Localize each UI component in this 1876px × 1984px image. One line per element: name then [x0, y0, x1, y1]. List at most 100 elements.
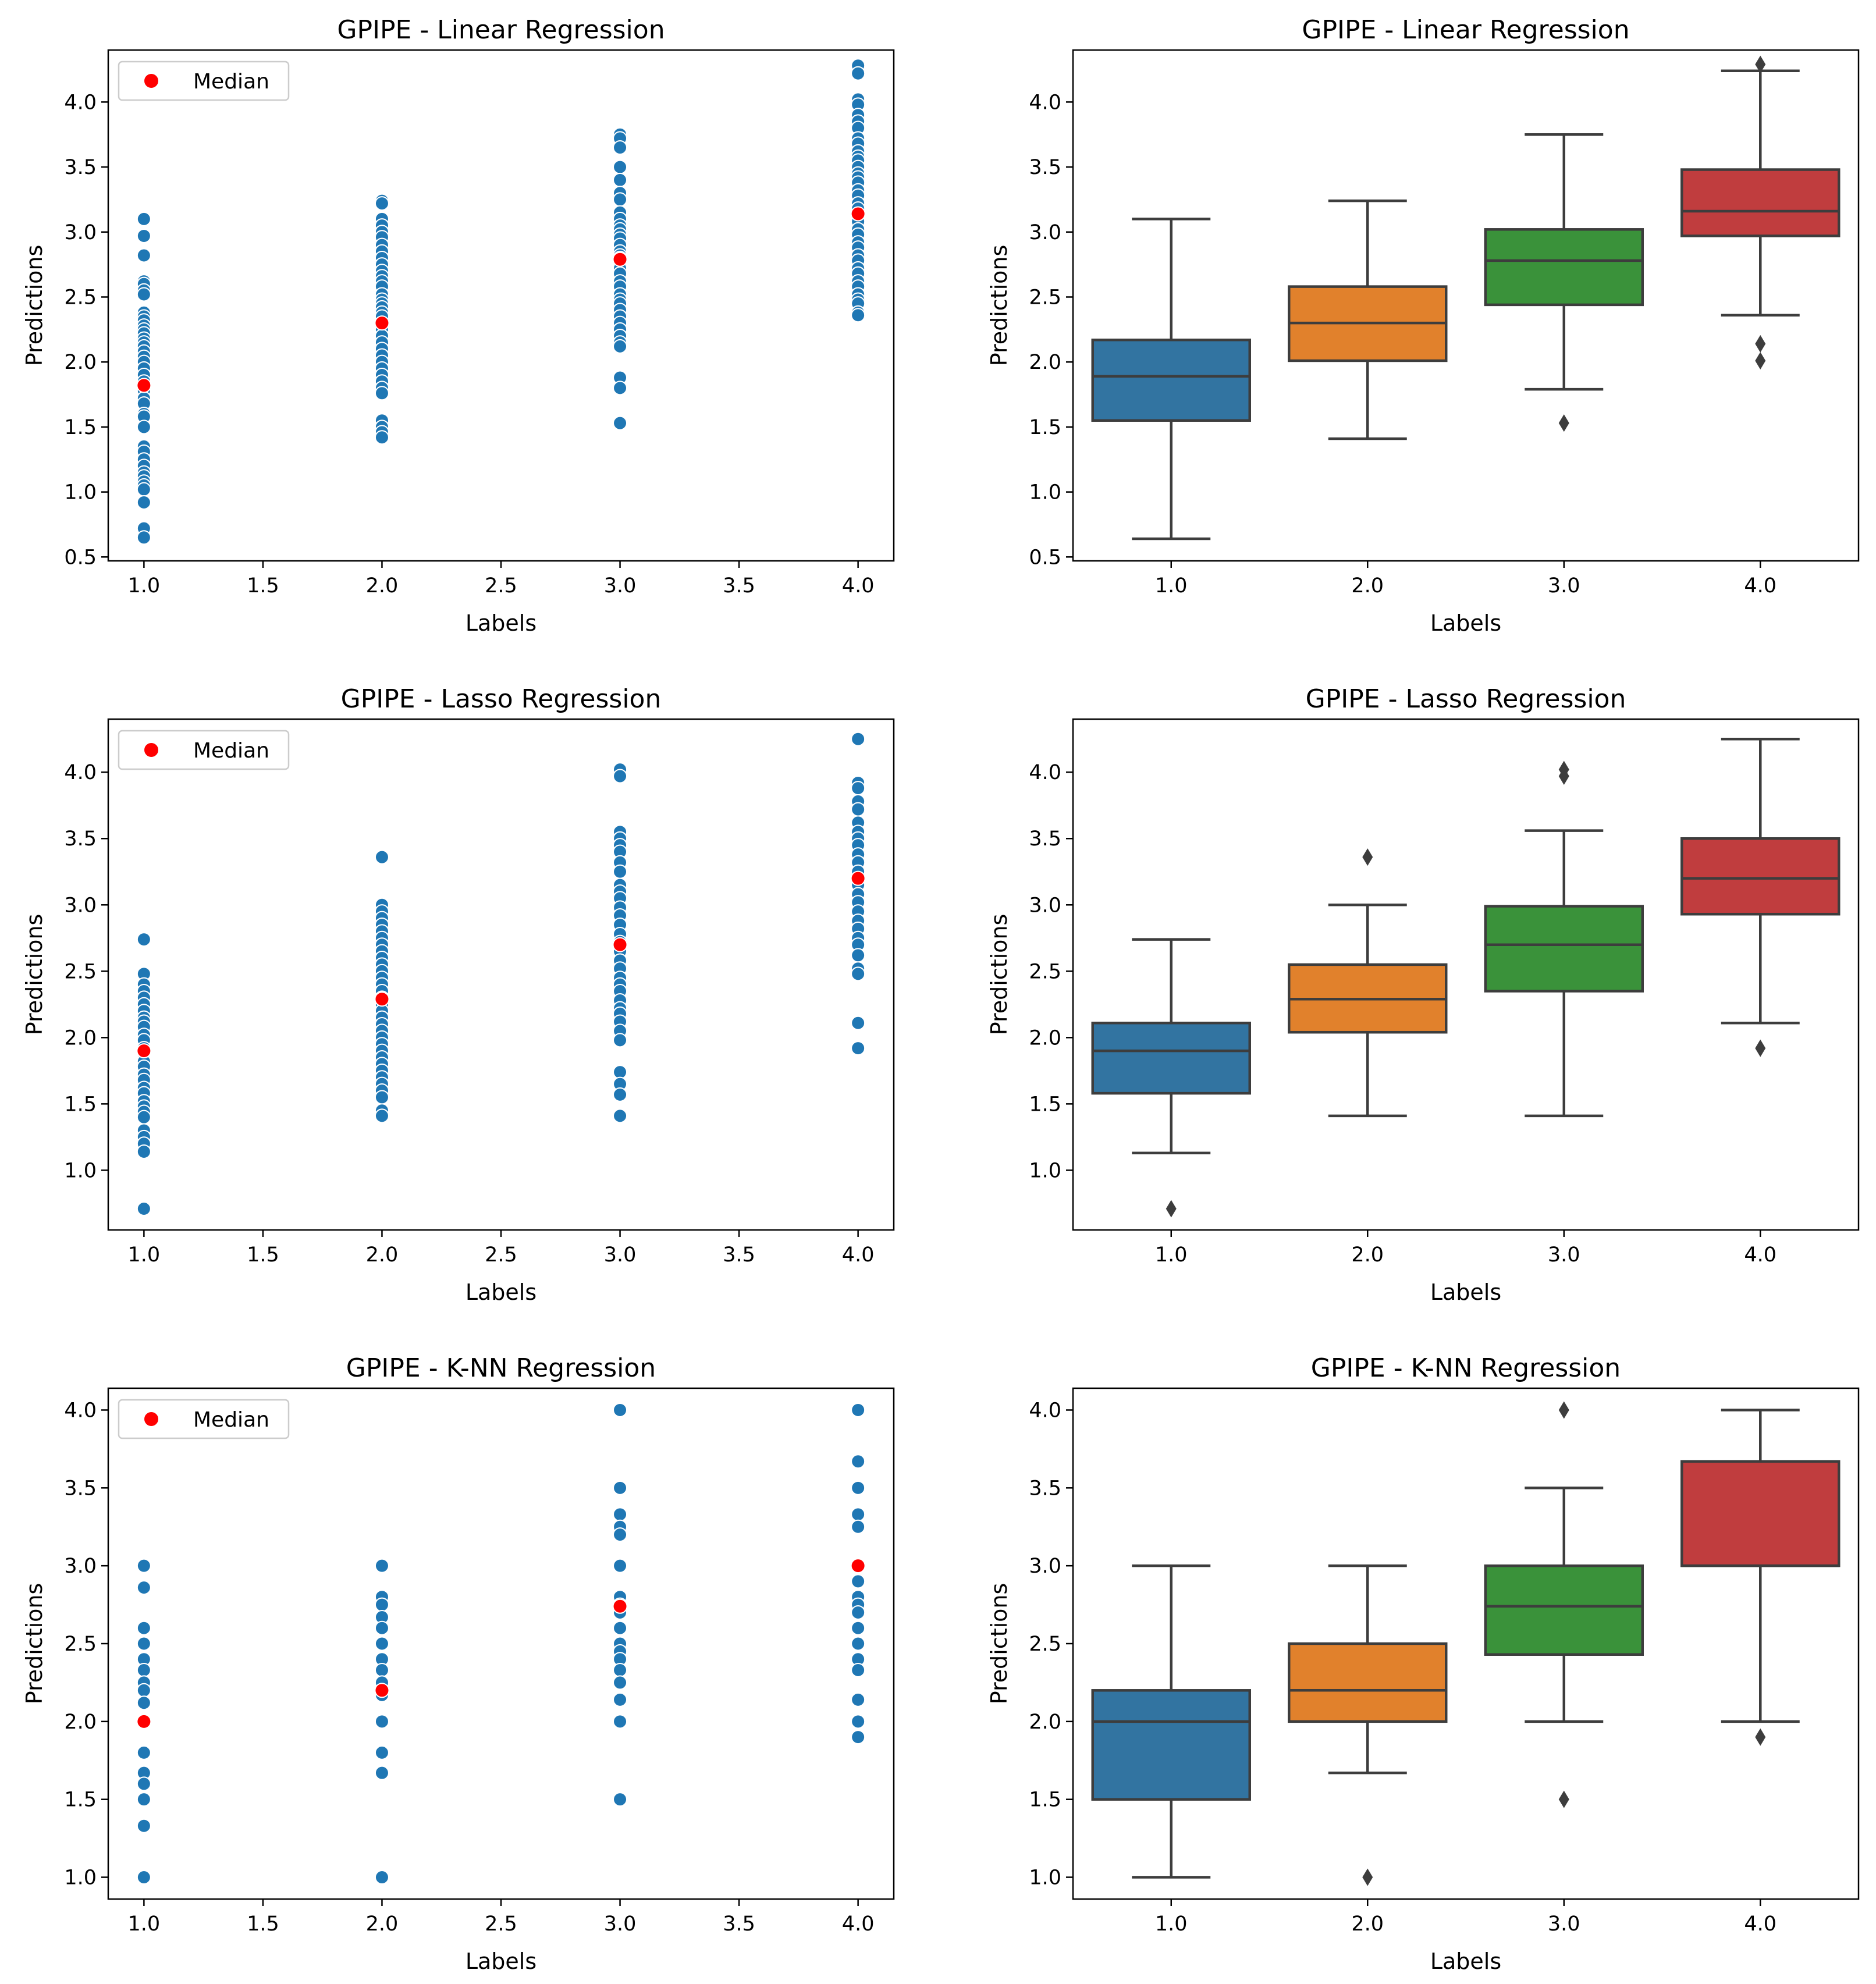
data-point — [851, 1519, 866, 1534]
data-point — [613, 415, 628, 431]
data-point — [136, 495, 151, 510]
data-point — [136, 530, 151, 545]
axes-frame — [107, 49, 895, 562]
axes-frame — [1072, 718, 1860, 1231]
box-outlier — [1755, 1039, 1766, 1057]
y-tick-label: 2.5 — [64, 286, 97, 309]
data-point — [374, 430, 389, 445]
data-point — [613, 1663, 628, 1678]
x-tick-label: 2.0 — [366, 1243, 399, 1267]
x-tick-label: 2.5 — [485, 1243, 517, 1267]
data-point — [136, 1110, 151, 1125]
data-point — [851, 781, 866, 796]
y-tick-label: 1.5 — [1029, 1093, 1061, 1116]
y-tick-label: 3.5 — [64, 1477, 97, 1500]
y-tick-label: 0.5 — [64, 546, 97, 569]
x-axis-label: Labels — [466, 610, 536, 636]
data-point — [851, 731, 866, 746]
data-point — [851, 308, 866, 323]
x-tick-label: 1.0 — [128, 1912, 161, 1936]
median-point — [850, 1558, 866, 1574]
data-point — [851, 1507, 866, 1522]
y-tick-label: 4.0 — [1029, 91, 1061, 114]
chart-title: GPIPE - Lasso Regression — [341, 684, 662, 714]
y-tick-label: 1.5 — [1029, 416, 1061, 439]
data-point — [851, 1402, 866, 1417]
median-point — [136, 378, 152, 393]
y-tick-label: 3.0 — [1029, 894, 1061, 917]
y-tick-label: 1.0 — [1029, 1159, 1061, 1182]
box-outlier — [1166, 1200, 1177, 1218]
y-axis-label: Predictions — [986, 914, 1012, 1036]
y-tick-label: 0.5 — [1029, 546, 1061, 569]
data-point — [851, 948, 866, 963]
data-point — [613, 1675, 628, 1690]
x-tick-label: 4.0 — [842, 1912, 875, 1936]
box-body — [1680, 837, 1841, 916]
chart-title: GPIPE - K-NN Regression — [346, 1353, 656, 1383]
x-tick-label: 1.0 — [1155, 574, 1188, 598]
median-point — [136, 1713, 152, 1729]
box-outlier — [1755, 55, 1766, 73]
y-tick-label: 1.0 — [64, 1866, 97, 1890]
box-outlier — [1755, 351, 1766, 369]
data-point — [613, 1108, 628, 1123]
data-point — [136, 1683, 151, 1698]
box-body — [1091, 1689, 1251, 1801]
data-point — [613, 1558, 628, 1573]
legend-marker — [144, 74, 158, 88]
data-point — [851, 1692, 866, 1707]
x-tick-label: 2.0 — [1351, 1912, 1384, 1936]
data-point — [613, 1033, 628, 1048]
y-tick-label: 1.5 — [64, 1093, 97, 1116]
data-point — [613, 159, 628, 175]
chart-panel-2: GPIPE - Lasso Regression Labels Prediction… — [22, 684, 895, 1305]
data-point — [851, 1015, 866, 1030]
x-tick-label: 4.0 — [842, 1243, 875, 1267]
y-tick-label: 2.0 — [1029, 1711, 1061, 1734]
x-tick-label: 3.0 — [604, 574, 637, 598]
box-outlier — [1362, 848, 1373, 866]
x-tick-label: 3.5 — [723, 1243, 755, 1267]
x-tick-label: 2.5 — [485, 574, 517, 598]
y-tick-label: 4.0 — [64, 91, 97, 114]
data-point — [136, 1201, 151, 1217]
legend-frame — [118, 61, 290, 101]
data-point — [136, 1776, 151, 1791]
x-tick-label: 4.0 — [842, 574, 875, 598]
x-tick-label: 2.0 — [366, 574, 399, 598]
data-point — [136, 932, 151, 947]
data-point — [136, 1663, 151, 1678]
median-point — [374, 991, 390, 1007]
median-point — [374, 1683, 390, 1698]
box-body — [1680, 1460, 1841, 1567]
y-axis-label: Predictions — [986, 245, 1012, 367]
box-body — [1288, 1642, 1448, 1723]
data-point — [374, 1745, 389, 1760]
box-body — [1091, 1021, 1251, 1095]
x-tick-label: 3.0 — [604, 1912, 637, 1936]
x-tick-label: 4.0 — [1744, 1243, 1776, 1267]
axes-frame — [107, 1387, 895, 1900]
y-tick-label: 3.0 — [64, 221, 97, 244]
x-tick-label: 3.0 — [1548, 574, 1580, 598]
y-tick-label: 2.0 — [64, 1711, 97, 1734]
axes-frame — [107, 718, 895, 1231]
data-point — [136, 1558, 151, 1573]
data-point — [613, 1480, 628, 1495]
legend-frame — [118, 730, 290, 770]
y-axis-label: Predictions — [22, 914, 47, 1036]
data-point — [613, 172, 628, 187]
box-body — [1484, 1564, 1644, 1656]
y-tick-label: 1.5 — [1029, 1789, 1061, 1812]
x-tick-label: 1.0 — [128, 1243, 161, 1267]
legend-label: Median — [193, 70, 269, 94]
data-point — [374, 1090, 389, 1105]
y-tick-label: 3.0 — [1029, 1555, 1061, 1578]
data-point — [136, 1695, 151, 1711]
data-point — [851, 1714, 866, 1729]
x-tick-label: 4.0 — [1744, 1912, 1776, 1936]
data-point — [136, 482, 151, 497]
data-point — [851, 1574, 866, 1589]
chart-title: GPIPE - Linear Regression — [1302, 15, 1629, 45]
